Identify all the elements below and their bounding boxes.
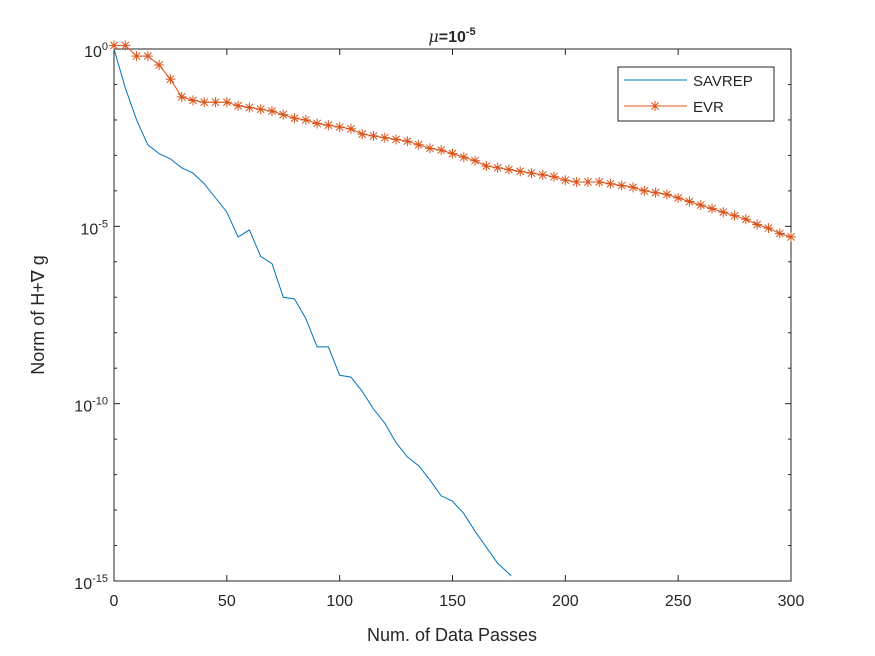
evr-data-point [413, 139, 424, 150]
evr-data-point [582, 177, 593, 187]
evr-data-point [402, 136, 413, 147]
evr-data-point [255, 104, 266, 115]
legend-asterisk [650, 101, 660, 111]
legend-box [617, 66, 775, 122]
evr-data-point [571, 177, 582, 187]
evr-data-point [650, 187, 661, 198]
evr-data-point [786, 231, 796, 242]
evr-data-point [639, 185, 650, 196]
evr-data-point [312, 118, 323, 129]
evr-data-point [447, 148, 458, 159]
x-tick-label: 150 [439, 593, 466, 610]
y-tick-label: 10-15 [74, 573, 108, 593]
evr-data-point [684, 196, 695, 207]
evr-data-point [594, 177, 605, 187]
series-line-savrep [113, 48, 512, 577]
evr-data-point [695, 200, 706, 211]
axes-box [113, 48, 792, 582]
evr-data-point [661, 189, 672, 200]
evr-data-point [233, 100, 244, 111]
x-tick-label: 100 [326, 593, 353, 610]
evr-data-point [357, 129, 368, 140]
evr-data-point [187, 95, 198, 106]
evr-data-point [458, 152, 469, 163]
evr-data-point [492, 162, 503, 173]
y-tick-label: 10-10 [74, 396, 108, 416]
evr-data-point [537, 169, 548, 180]
title-exp: -5 [466, 26, 476, 38]
evr-data-point [176, 91, 187, 102]
evr-data-point [470, 155, 481, 166]
evr-data-point [142, 51, 153, 62]
evr-data-point [673, 192, 684, 203]
evr-data-point [391, 134, 402, 145]
title-eq: =10 [439, 29, 466, 46]
evr-data-point [729, 210, 740, 221]
evr-data-point [763, 223, 774, 234]
evr-data-point [718, 207, 729, 218]
evr-data-point [221, 97, 232, 108]
title-mu: μ [428, 27, 438, 46]
evr-data-point [289, 113, 300, 124]
evr-data-point [379, 132, 390, 143]
y-tick-label: 10-5 [80, 218, 108, 238]
evr-data-point [707, 203, 718, 214]
evr-data-point [752, 219, 763, 230]
series-layer [109, 40, 796, 577]
x-tick-label: 250 [665, 593, 692, 610]
evr-data-point [774, 228, 785, 239]
evr-data-point [740, 214, 751, 225]
evr-data-point [120, 40, 131, 51]
y-minor-ticks [114, 83, 791, 547]
x-tick-label: 300 [778, 593, 805, 610]
evr-data-point [605, 178, 616, 189]
evr-data-point [210, 97, 221, 108]
chart-title: μ=10-5 [428, 26, 475, 46]
evr-data-point [436, 145, 447, 156]
evr-data-point [154, 59, 165, 70]
evr-data-point [266, 106, 277, 117]
evr-data-point [481, 161, 492, 172]
x-axis-label: Num. of Data Passes [367, 625, 537, 645]
legend-marker-evr [650, 101, 660, 111]
evr-data-point [526, 168, 537, 179]
evr-data-point [300, 114, 311, 125]
x-tick-label: 200 [552, 593, 579, 610]
y-axis-label: Norm of H+∇ g [28, 255, 48, 375]
legend-label-evr: EVR [693, 99, 724, 116]
series-markers-evr [109, 40, 796, 242]
evr-data-point [244, 102, 255, 113]
legend-label-savrep: SAVREP [693, 73, 753, 90]
evr-data-point [503, 164, 514, 175]
legend: SAVREP EVR [617, 66, 775, 122]
evr-data-point [278, 109, 289, 120]
evr-data-point [109, 40, 119, 51]
evr-data-point [549, 171, 560, 182]
evr-data-point [345, 123, 356, 134]
evr-data-point [334, 122, 345, 133]
evr-data-point [368, 130, 379, 141]
evr-data-point [424, 143, 435, 154]
evr-data-point [560, 175, 571, 186]
evr-data-point [515, 166, 526, 177]
evr-data-point [131, 51, 142, 62]
evr-data-point [616, 180, 627, 191]
x-tick-label: 50 [218, 593, 236, 610]
evr-data-point [323, 120, 334, 131]
x-ticks: 0 50 100 150 200 250 300 [110, 49, 805, 610]
y-ticks: 100 10-5 10-10 10-15 [74, 41, 791, 593]
evr-data-point [165, 74, 176, 85]
evr-data-point [199, 97, 210, 108]
x-tick-label: 0 [110, 593, 119, 610]
evr-data-point [628, 182, 639, 193]
y-tick-label: 100 [84, 41, 108, 61]
